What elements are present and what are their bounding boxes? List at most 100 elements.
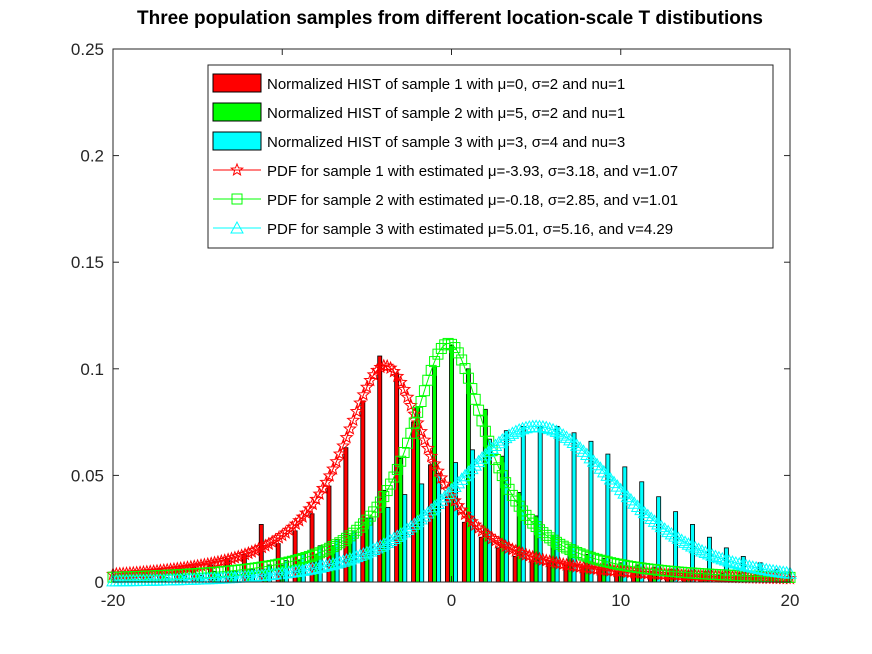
pdf-marker-2: [357, 518, 369, 530]
hist-bar-sample-1: [461, 521, 467, 583]
pdf-marker-3: [397, 524, 411, 538]
pdf-marker-1: [407, 406, 422, 421]
pdf-marker-2: [506, 489, 518, 501]
pdf-marker-3: [583, 450, 598, 464]
pdf-marker-1: [461, 510, 476, 525]
pdf-marker-1: [383, 360, 398, 375]
pdf-marker-2: [351, 524, 363, 536]
pdf-marker-1: [288, 516, 303, 530]
pdf-marker-3: [424, 502, 439, 516]
pdf-marker-1: [458, 506, 473, 521]
pdf-marker-2: [398, 447, 410, 459]
pdf-marker-2: [395, 455, 407, 467]
pdf-marker-3: [715, 551, 730, 565]
pdf-marker-1: [349, 404, 364, 418]
pdf-marker-3: [610, 479, 625, 492]
pdf-marker-3: [586, 454, 601, 467]
pdf-marker-1: [322, 468, 337, 482]
pdf-marker-1: [417, 432, 432, 447]
y-tick-label: 0.05: [71, 466, 104, 485]
pdf-marker-3: [684, 538, 699, 552]
pdf-marker-2: [347, 527, 359, 539]
pdf-marker-2: [523, 513, 535, 525]
legend-box: [207, 64, 774, 249]
pdf-marker-2: [412, 406, 424, 418]
pdf-marker-2: [452, 347, 464, 359]
pdf-marker-1: [414, 424, 429, 438]
pdf-marker-3: [603, 471, 618, 485]
pdf-marker-1: [353, 395, 368, 409]
pdf-marker-2: [466, 383, 478, 395]
pdf-marker-2: [432, 348, 444, 360]
pdf-marker-1: [464, 514, 479, 528]
pdf-marker-3: [745, 560, 760, 573]
legend-marker-pdf-3: [230, 220, 244, 234]
x-tick-label: 20: [781, 591, 800, 610]
pdf-marker-3: [454, 472, 469, 485]
pdf-marker-3: [461, 465, 476, 478]
y-tick-label: 0.25: [71, 40, 104, 59]
hist-bar-sample-1: [512, 556, 518, 583]
legend: Normalized HIST of sample 1 with μ=0, σ=…: [207, 64, 774, 249]
legend-label-pdf-3: PDF for sample 3 with estimated μ=5.01, …: [267, 221, 673, 238]
pdf-marker-2: [503, 483, 515, 495]
legend-label-hist-1: Normalized HIST of sample 1 with μ=0, σ=…: [267, 76, 625, 93]
pdf-marker-2: [330, 539, 342, 551]
pdf-marker-3: [681, 537, 696, 550]
pdf-marker-3: [559, 430, 574, 443]
pdf-marker-1: [298, 505, 313, 519]
pdf-marker-3: [722, 554, 736, 567]
pdf-marker-3: [627, 496, 642, 509]
pdf-marker-2: [527, 517, 539, 529]
pdf-marker-3: [431, 496, 445, 510]
pdf-marker-3: [360, 545, 374, 559]
pdf-marker-3: [481, 444, 496, 458]
pdf-marker-3: [387, 531, 401, 545]
pdf-marker-3: [756, 562, 770, 575]
pdf-marker-3: [637, 505, 652, 519]
pdf-marker-3: [728, 556, 743, 569]
pdf-marker-3: [600, 468, 615, 481]
pdf-marker-3: [708, 549, 723, 563]
pdf-marker-2: [344, 530, 356, 542]
pdf-marker-3: [654, 519, 669, 533]
pdf-marker-2: [550, 536, 562, 548]
pdf-marker-3: [712, 550, 726, 564]
pdf-marker-1: [332, 446, 347, 460]
pdf-marker-3: [698, 545, 713, 558]
pdf-marker-2: [473, 404, 485, 416]
legend-marker-pdf-2: [231, 193, 243, 205]
pdf-marker-1: [292, 513, 307, 527]
pdf-marker-2: [520, 509, 532, 521]
pdf-marker-1: [390, 368, 405, 383]
pdf-marker-1: [359, 379, 374, 394]
pdf-marker-3: [735, 557, 750, 571]
pdf-marker-1: [295, 509, 310, 523]
pdf-marker-3: [468, 458, 483, 471]
pdf-marker-3: [725, 555, 740, 568]
pdf-marker-1: [339, 430, 354, 444]
pdf-marker-3: [617, 486, 631, 499]
pdf-marker-2: [408, 417, 420, 429]
pdf-marker-2: [500, 477, 512, 489]
pdf-marker-3: [634, 502, 648, 516]
pdf-marker-3: [420, 505, 435, 519]
pdf-marker-3: [596, 464, 611, 478]
pdf-marker-3: [739, 558, 753, 572]
pdf-marker-1: [346, 412, 361, 427]
pdf-marker-3: [549, 424, 564, 437]
pdf-marker-1: [430, 463, 445, 478]
hist-bar-sample-1: [529, 560, 535, 583]
pdf-marker-2: [364, 510, 376, 522]
pdf-marker-3: [417, 508, 432, 522]
pdf-marker-2: [496, 470, 508, 482]
pdf-marker-3: [346, 550, 361, 564]
pdf-marker-3: [647, 514, 662, 527]
axis-ticks: -20 -10 0 10 20 0 0.05 0.1 0.15 0.2 0.25: [71, 40, 800, 610]
pdf-marker-3: [383, 533, 398, 547]
pdf-marker-3: [580, 447, 594, 461]
pdf-marker-3: [539, 420, 554, 434]
pdf-marker-2: [442, 337, 454, 349]
hist-bar-sample-1: [394, 372, 400, 583]
x-tick-label: -10: [270, 591, 295, 610]
